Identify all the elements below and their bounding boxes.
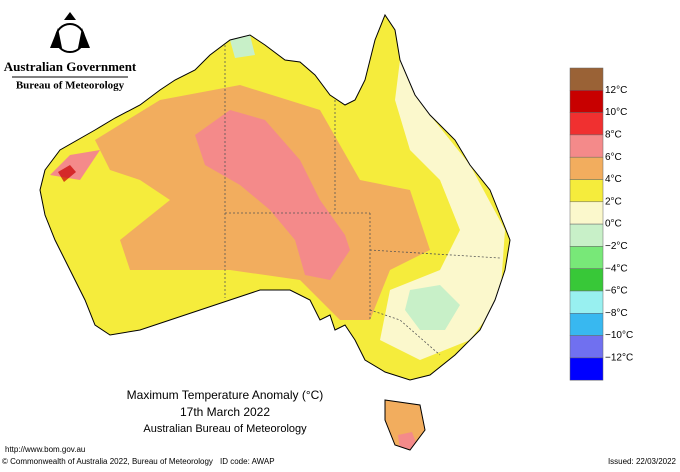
legend-label: 8°C (605, 130, 622, 141)
legend: 12°C 10°C 8°C 6°C 4°C 2°C 0°C −2°C −4°C −6°C −8°C −… (569, 67, 633, 381)
legend-label: 12°C (605, 85, 627, 96)
map-source: Australian Bureau of Meteorology (143, 423, 307, 435)
legend-swatch (569, 179, 604, 203)
legend-label: −6°C (605, 286, 628, 297)
legend-swatch (569, 112, 604, 136)
legend-label: −8°C (605, 308, 628, 319)
legend-swatch (569, 90, 604, 113)
url: http://www.bom.gov.au (5, 445, 85, 454)
legend-swatch (569, 223, 604, 247)
legend-label: 4°C (605, 174, 622, 185)
legend-swatch (569, 246, 604, 269)
issued-date: Issued: 22/03/2022 (608, 457, 677, 466)
legend-swatch (569, 156, 604, 180)
bureau-name: Bureau of Meteorology (16, 80, 125, 92)
legend-swatch (569, 201, 604, 225)
legend-swatch (569, 335, 604, 359)
legend-swatch (569, 357, 604, 381)
map-date: 17th March 2022 (180, 405, 270, 419)
map-title: Maximum Temperature Anomaly (°C) (127, 388, 324, 402)
legend-label: 6°C (605, 152, 622, 163)
legend-label: −12°C (605, 353, 633, 364)
legend-swatch (569, 134, 604, 158)
legend-label: 2°C (605, 196, 622, 207)
legend-label: −2°C (605, 241, 628, 252)
coat-of-arms (50, 12, 90, 53)
copyright: © Commonwealth of Australia 2022, Bureau… (2, 457, 213, 466)
legend-label: −4°C (605, 263, 628, 274)
legend-label: 10°C (605, 107, 627, 118)
legend-swatch (569, 67, 604, 91)
legend-swatch (569, 268, 604, 292)
id-code: ID code: AWAP (220, 457, 275, 466)
government-name: Australian Government (4, 59, 137, 74)
legend-swatch (569, 290, 604, 314)
legend-label: 0°C (605, 219, 622, 230)
coastline (39, 13, 511, 451)
legend-label: −10°C (605, 330, 633, 341)
legend-swatch (569, 313, 604, 336)
state-borders (224, 45, 501, 356)
